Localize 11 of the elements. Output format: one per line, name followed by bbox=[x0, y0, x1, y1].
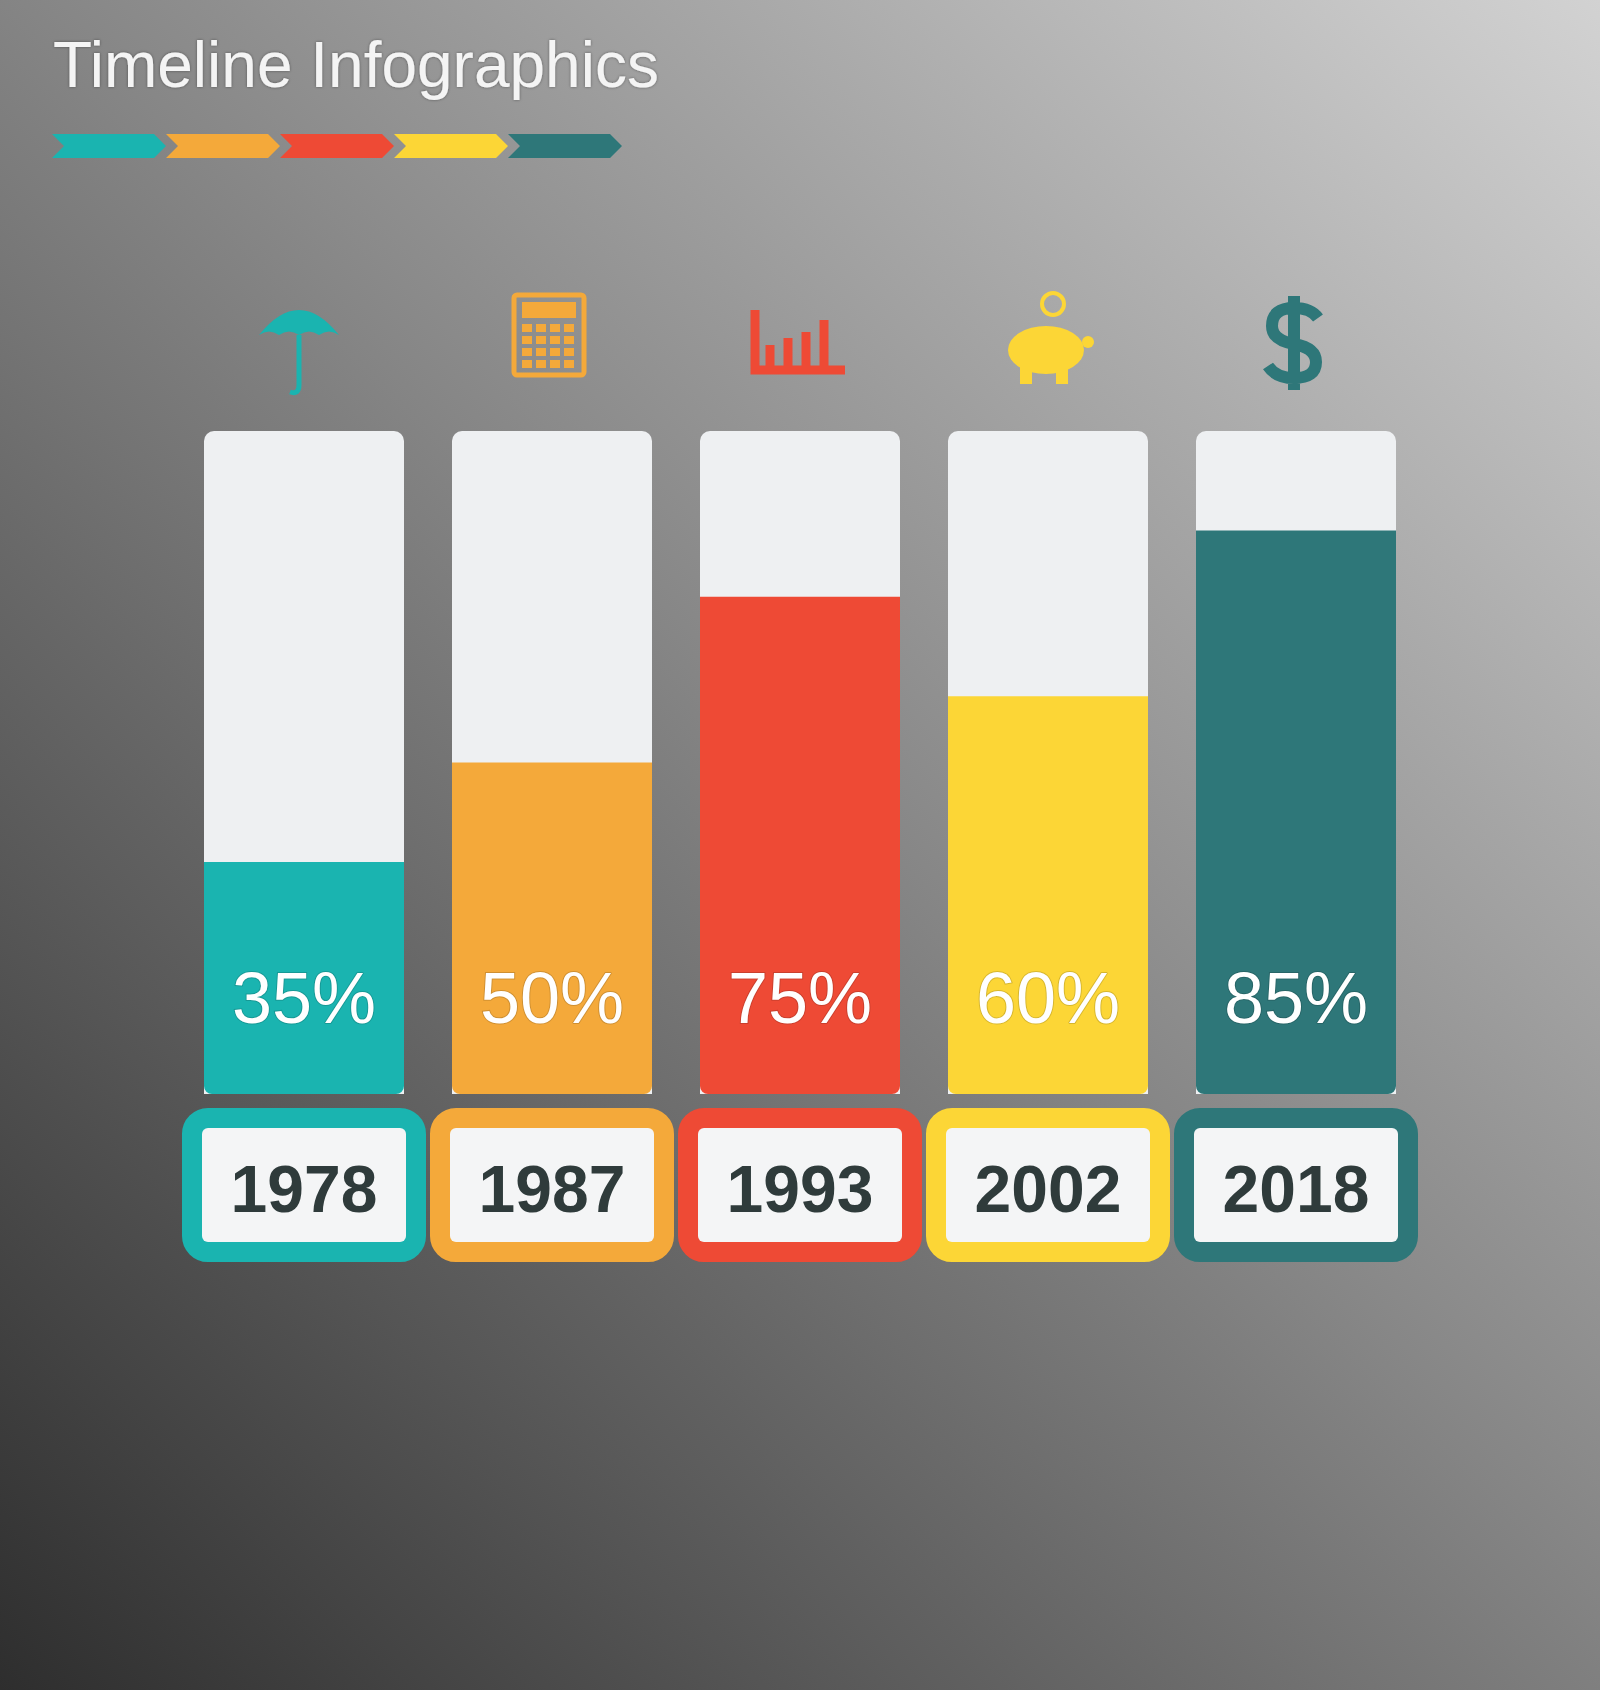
x-tick-label: 1993 bbox=[726, 1152, 874, 1226]
x-tick-label: 1978 bbox=[230, 1152, 378, 1226]
data-label: 35% bbox=[231, 958, 377, 1038]
data-label: 50% bbox=[479, 958, 625, 1038]
data-label: 60% bbox=[975, 958, 1121, 1038]
data-label: 75% bbox=[727, 958, 873, 1038]
x-tick-label: 2018 bbox=[1222, 1152, 1370, 1226]
x-tick-label: 1987 bbox=[478, 1152, 626, 1226]
data-label: 85% bbox=[1223, 958, 1369, 1038]
x-tick-label: 2002 bbox=[974, 1152, 1122, 1226]
chart-title: Timeline Infographics bbox=[53, 29, 659, 101]
